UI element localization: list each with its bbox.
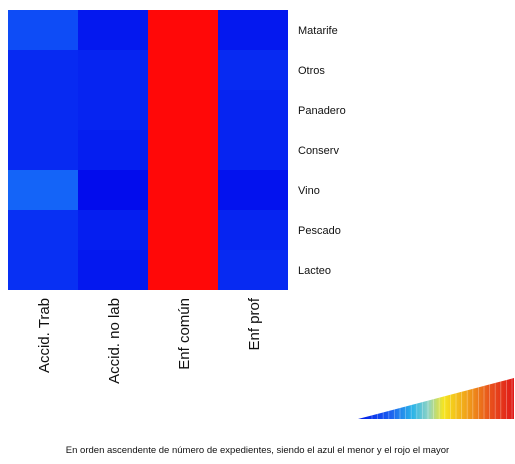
heatmap-cell [8, 90, 78, 130]
heatmap-cell [78, 90, 148, 130]
column-label: Enf común [176, 298, 193, 370]
heatmap-cell [218, 10, 288, 50]
heatmap-cell [8, 250, 78, 290]
color-scale-legend [358, 378, 514, 419]
heatmap-cell [218, 250, 288, 290]
row-label: Conserv [298, 145, 339, 157]
heatmap-cell [78, 50, 148, 90]
heatmap-cell [78, 250, 148, 290]
heatmap-cell [78, 210, 148, 250]
row-label: Lacteo [298, 265, 331, 277]
heatmap-cell [8, 10, 78, 50]
row-label: Vino [298, 185, 320, 197]
row-label: Otros [298, 65, 325, 77]
heatmap-cell [148, 50, 218, 90]
heatmap-cell [78, 170, 148, 210]
row-label: Panadero [298, 105, 346, 117]
heatmap-cell [218, 50, 288, 90]
heatmap-cell [78, 10, 148, 50]
row-label: Matarife [298, 25, 338, 37]
heatmap-cell [8, 130, 78, 170]
heatmap-cell [8, 210, 78, 250]
heatmap-chart: Matarife Otros Panadero Conserv Vino Pescado L… [8, 10, 514, 419]
heatmap-cell [148, 170, 218, 210]
heatmap-cell [218, 90, 288, 130]
heatmap-cell [148, 130, 218, 170]
heatmap-cell [148, 10, 218, 50]
heatmap-cell [218, 130, 288, 170]
heatmap-cell [8, 170, 78, 210]
heatmap-cell [218, 210, 288, 250]
chart-caption: En orden ascendente de número de expedie… [65, 445, 450, 456]
column-label: Accid. no lab [106, 298, 123, 384]
heatmap-cell [148, 210, 218, 250]
heatmap-cell [8, 50, 78, 90]
row-label: Pescado [298, 225, 341, 237]
column-label: Enf prof [246, 297, 263, 350]
heatmap-cell [78, 130, 148, 170]
heatmap-cell [148, 90, 218, 130]
column-label: Accid. Trab [36, 298, 53, 373]
heatmap-cell [218, 170, 288, 210]
heatmap-cell [148, 250, 218, 290]
